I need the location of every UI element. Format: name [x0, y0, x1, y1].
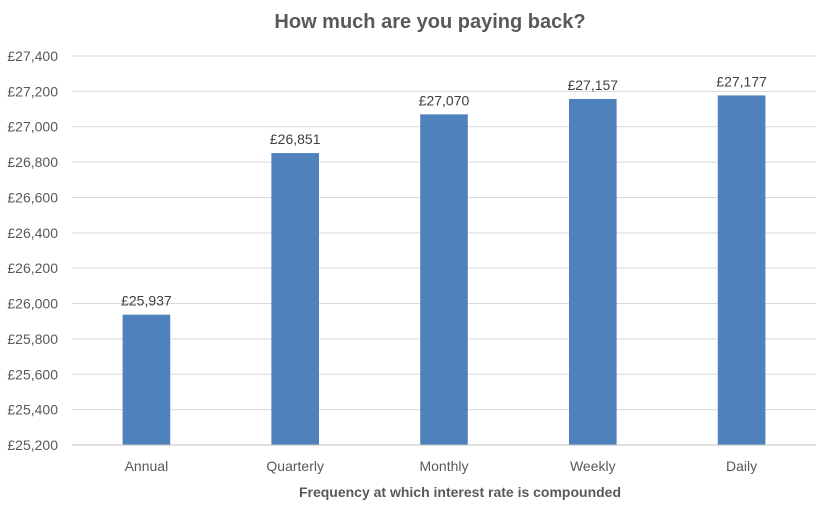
x-tick-label: Monthly — [419, 458, 468, 474]
x-tick-label: Annual — [125, 458, 169, 474]
y-tick-label: £26,600 — [7, 189, 58, 205]
y-tick-label: £27,200 — [7, 83, 58, 99]
y-tick-label: £25,800 — [7, 331, 58, 347]
y-tick-label: £27,000 — [7, 119, 58, 135]
y-tick-label: £25,400 — [7, 402, 58, 418]
x-axis-title: Frequency at which interest rate is comp… — [299, 484, 621, 500]
bar-monthly — [420, 114, 468, 445]
chart-title: How much are you paying back? — [274, 11, 585, 33]
y-tick-label: £26,400 — [7, 225, 58, 241]
bar-quarterly — [271, 153, 320, 445]
y-tick-label: £26,200 — [7, 260, 58, 276]
bar-annual — [122, 314, 171, 445]
bars — [122, 95, 766, 446]
y-tick-label: £27,400 — [7, 48, 58, 64]
data-label: £26,851 — [270, 131, 321, 147]
data-label: £27,177 — [716, 73, 767, 89]
x-tick-label: Weekly — [570, 458, 616, 474]
x-axis: Annual Quarterly Monthly Weekly Daily — [125, 458, 758, 474]
y-tick-label: £26,000 — [7, 296, 58, 312]
y-tick-label: £25,200 — [7, 437, 58, 453]
bar-weekly — [568, 98, 617, 445]
y-axis: £25,200 £25,400 £25,600 £25,800 £26,000 £26,2… — [7, 48, 58, 453]
y-tick-label: £25,600 — [7, 366, 58, 382]
x-tick-label: Daily — [726, 458, 757, 474]
data-label: £27,070 — [419, 92, 470, 108]
data-label: £25,937 — [121, 293, 172, 309]
x-tick-label: Quarterly — [266, 458, 324, 474]
data-label: £27,157 — [567, 77, 618, 93]
bar-daily — [717, 95, 766, 446]
data-labels: £25,937 £26,851 £27,070 £27,157 £27,177 — [121, 73, 767, 308]
y-tick-label: £26,800 — [7, 154, 58, 170]
